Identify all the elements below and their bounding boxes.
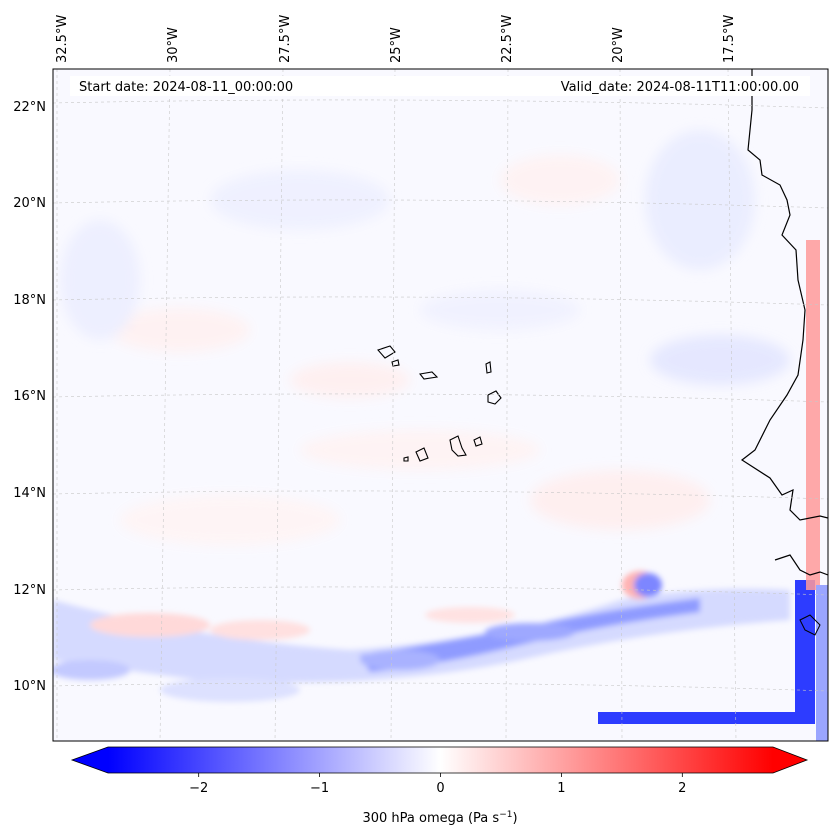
lon-label: 30°W <box>166 27 181 63</box>
colorbar-variable: 300 hPa omega <box>362 811 463 826</box>
lat-label: 22°N <box>13 100 46 115</box>
lat-label: 10°N <box>13 679 46 694</box>
lon-label: 17.5°W <box>722 15 737 63</box>
longitude-labels: 32.5°W 30°W 27.5°W 25°W 22.5°W 20°W 17.5… <box>55 15 737 63</box>
colorbar-tick-label: 0 <box>436 781 444 796</box>
colorbar-ticks: −2 −1 0 1 2 <box>189 773 686 796</box>
lon-label: 27.5°W <box>278 15 293 63</box>
colorbar: −2 −1 0 1 2 300 hPa omega (Pa s−1) <box>70 746 809 826</box>
africa-coastline <box>740 69 828 521</box>
lat-label: 20°N <box>13 196 46 211</box>
colorbar-units-exponent: −1 <box>499 810 512 820</box>
map-panel: Start date: 2024-08-11_00:00:00 Valid_da… <box>52 68 829 742</box>
date-label-box <box>70 76 810 96</box>
colorbar-outline <box>70 746 809 774</box>
colorbar-units: Pa s <box>473 811 499 826</box>
colorbar-tick-label: 2 <box>678 781 686 796</box>
lat-label: 18°N <box>13 293 46 308</box>
colorbar-tick-label: −2 <box>189 781 208 796</box>
colorbar-extend-high <box>773 747 807 773</box>
start-date-label: Start date: 2024-08-11_00:00:00 <box>79 80 293 95</box>
lat-label: 16°N <box>13 389 46 404</box>
valid-date-label: Valid_date: 2024-08-11T11:00:00.00 <box>561 80 799 95</box>
gridlines <box>53 69 828 741</box>
colorbar-gradient <box>108 747 773 773</box>
lon-label: 25°W <box>389 27 404 63</box>
colorbar-tick-label: 1 <box>557 781 565 796</box>
map-frame <box>52 68 829 742</box>
lon-label: 32.5°W <box>55 15 70 63</box>
colorbar-extend-low <box>72 747 108 773</box>
cape-verde-islands <box>377 345 502 462</box>
colorbar-label: 300 hPa omega (Pa s−1) <box>362 810 517 826</box>
omega-field <box>53 69 828 741</box>
colorbar-tick-label: −1 <box>310 781 329 796</box>
lon-label: 22.5°W <box>500 15 515 63</box>
latitude-labels: 22°N 20°N 18°N 16°N 14°N 12°N 10°N <box>13 100 46 694</box>
lon-label: 20°W <box>611 27 626 63</box>
lat-label: 12°N <box>13 583 46 598</box>
lat-label: 14°N <box>13 486 46 501</box>
